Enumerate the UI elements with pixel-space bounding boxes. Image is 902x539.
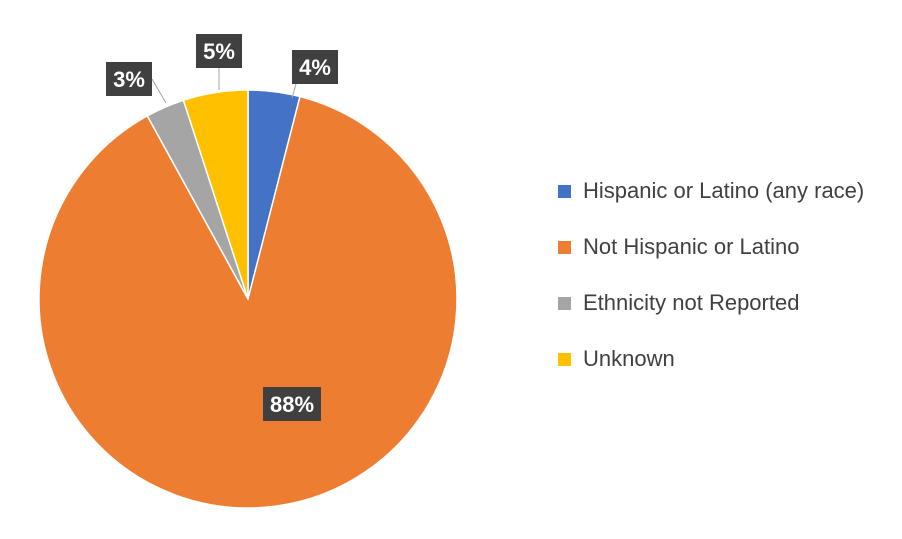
data-label-unknown: 5% <box>203 39 235 64</box>
legend-swatch-not-hispanic <box>558 240 571 254</box>
leader-line-hispanic <box>291 83 297 99</box>
legend-item-not-reported: Ethnicity not Reported <box>558 289 864 317</box>
legend-label-hispanic: Hispanic or Latino (any race) <box>583 178 865 203</box>
legend: Hispanic or Latino (any race) Not Hispan… <box>558 177 864 401</box>
data-label-not-reported: 3% <box>113 67 145 92</box>
data-label-box-not-reported <box>106 62 152 96</box>
legend-item-unknown: Unknown <box>558 345 864 373</box>
data-label-not-hispanic: 88% <box>270 392 314 417</box>
legend-swatch-not-reported <box>558 296 571 310</box>
pie-slice-unknown <box>182 89 249 300</box>
leader-line-not-reported <box>151 78 167 104</box>
pie-chart: 4% 88% 3% 5% <box>38 34 458 509</box>
data-label-box-hispanic <box>292 50 338 84</box>
data-label-hispanic: 4% <box>299 55 331 80</box>
legend-item-not-hispanic: Not Hispanic or Latino <box>558 233 864 261</box>
legend-item-hispanic: Hispanic or Latino (any race) <box>558 177 864 205</box>
pie-slice-not-hispanic <box>38 95 458 509</box>
legend-label-not-hispanic: Not Hispanic or Latino <box>583 234 800 259</box>
data-label-box-unknown <box>196 34 242 68</box>
data-label-box-not-hispanic <box>263 387 321 421</box>
legend-label-not-reported: Ethnicity not Reported <box>583 290 800 315</box>
legend-swatch-hispanic <box>558 184 571 198</box>
legend-swatch-unknown <box>558 352 571 366</box>
legend-label-unknown: Unknown <box>583 346 675 371</box>
